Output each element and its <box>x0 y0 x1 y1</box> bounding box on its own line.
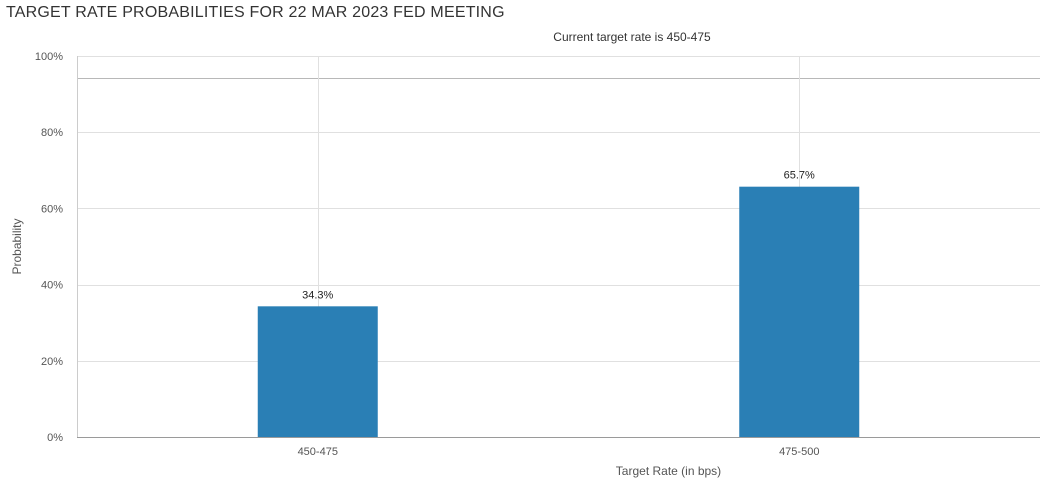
y-axis-title: Probability <box>10 218 24 274</box>
bars <box>257 186 860 437</box>
y-tick-label-1: 20% <box>41 356 63 368</box>
data-labels: 34.3% 65.7% <box>302 170 815 302</box>
y-tick-label-3: 60% <box>41 203 63 215</box>
y-tick-label-4: 80% <box>41 127 63 139</box>
y-axis-tick-labels: 0% 20% 40% 60% 80% 100% <box>35 51 63 444</box>
x-tick-label-1: 475-500 <box>779 446 819 458</box>
data-label-0: 34.3% <box>302 289 333 301</box>
data-label-1: 65.7% <box>784 170 815 182</box>
grid <box>77 56 1040 438</box>
chart-subtitle: Current target rate is 450-475 <box>553 30 711 44</box>
y-tick-label-0: 0% <box>47 432 63 444</box>
x-axis-tick-labels: 450-475 475-500 <box>298 446 820 458</box>
bar-450-475 <box>257 306 378 437</box>
bar-475-500 <box>739 186 860 437</box>
y-tick-label-5: 100% <box>35 51 63 63</box>
x-axis-title: Target Rate (in bps) <box>616 464 721 478</box>
page-title: TARGET RATE PROBABILITIES FOR 22 MAR 202… <box>6 4 505 21</box>
y-tick-label-2: 40% <box>41 280 63 292</box>
x-tick-label-0: 450-475 <box>298 446 338 458</box>
